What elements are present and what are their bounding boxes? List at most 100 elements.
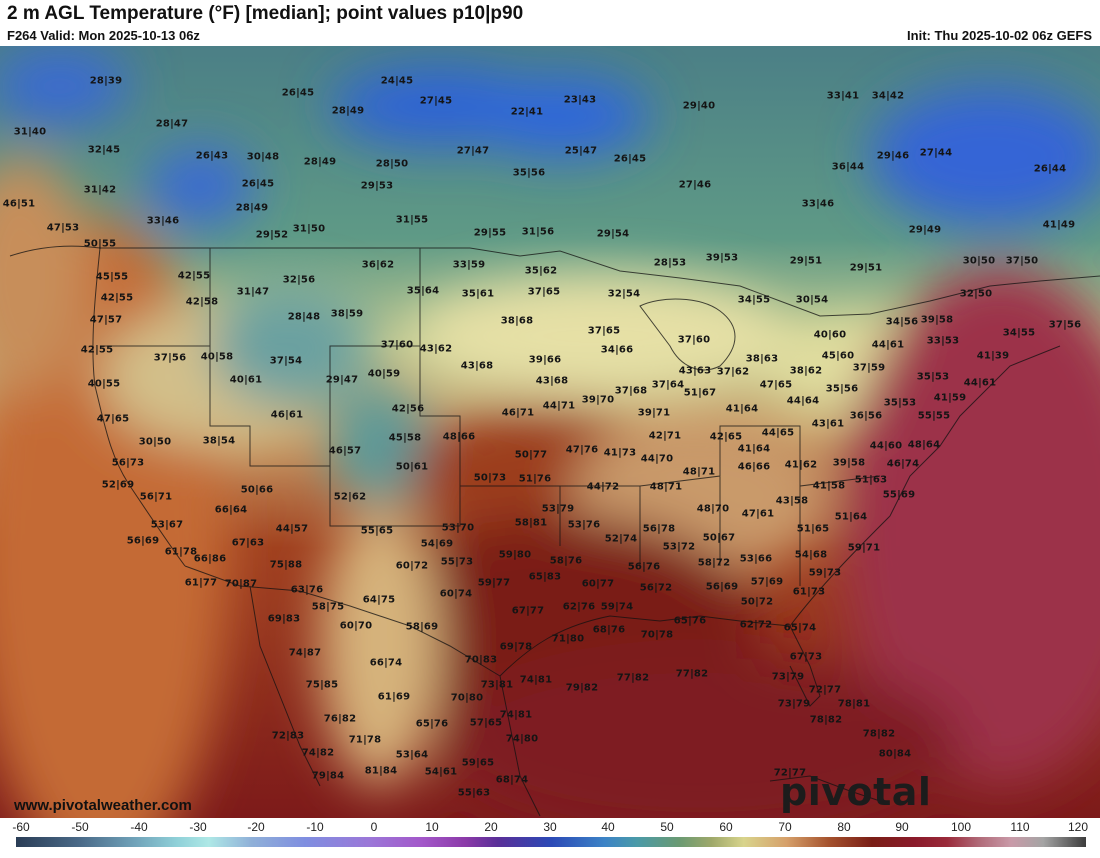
point-value: 45|55 [95,271,129,283]
point-value: 65|76 [673,615,707,627]
point-value: 78|82 [809,714,843,726]
point-value: 30|54 [795,294,829,306]
point-value: 60|70 [339,620,373,632]
colorbar-tick: 0 [370,820,378,834]
point-value: 79|84 [311,770,345,782]
point-value: 66|64 [214,504,248,516]
point-value: 56|72 [639,582,673,594]
point-value: 28|49 [235,202,269,214]
cuba-coast [769,775,881,802]
point-value: 37|65 [587,325,621,337]
colorbar-tick: 100 [950,820,972,834]
point-value: 32|54 [607,288,641,300]
state-lines [100,248,881,586]
point-value: 29|49 [908,224,942,236]
point-value: 46|61 [270,409,304,421]
point-value: 74|87 [288,647,322,659]
colorbar-tick: 80 [837,820,851,834]
point-value: 37|68 [614,385,648,397]
point-value: 58|69 [405,621,439,633]
point-value: 50|66 [240,484,274,496]
point-value: 39|71 [637,407,671,419]
point-value: 33|46 [146,215,180,227]
point-value: 55|63 [457,787,491,799]
colorbar-strip [16,837,1086,847]
alaska-cold [0,46,130,126]
point-value: 35|56 [512,167,546,179]
point-value: 37|56 [1048,319,1082,331]
point-value: 53|66 [739,553,773,565]
point-value: 66|86 [193,553,227,565]
point-value: 32|56 [282,274,316,286]
mexico-east-coast [499,675,541,817]
point-value: 33|41 [826,90,860,102]
point-value: 53|79 [541,503,575,515]
point-value: 50|67 [702,532,736,544]
temperature-map: 28|39 24|45 26|45 27|45 28|49 22|41 23|43 29|40… [0,46,1100,818]
point-value: 70|78 [640,629,674,641]
point-value: 42|65 [709,431,743,443]
point-value: 44|61 [871,339,905,351]
point-value: 56|69 [705,581,739,593]
point-value: 74|81 [519,674,553,686]
point-value: 31|55 [395,214,429,226]
colorbar-ticks: -60 -50 -40 -30 -20 -10 0 10 20 30 40 50… [0,818,1100,834]
point-value: 41|49 [1042,219,1076,231]
point-value: 28|48 [287,311,321,323]
point-value: 37|64 [651,379,685,391]
point-value: 52|74 [604,533,638,545]
pacific-mild [0,156,90,396]
labrador-cold [870,86,1100,226]
point-value: 35|53 [883,397,917,409]
point-value: 35|53 [916,371,950,383]
point-value: 78|82 [862,728,896,740]
point-value: 50|73 [473,472,507,484]
point-value: 54|68 [794,549,828,561]
point-value: 48|71 [649,481,683,493]
point-value: 37|60 [677,334,711,346]
point-value: 30|50 [962,255,996,267]
colorbar-tick: 60 [719,820,733,834]
point-value: 75|85 [305,679,339,691]
point-value: 41|59 [933,392,967,404]
point-value: 28|47 [155,118,189,130]
point-value: 30|48 [246,151,280,163]
point-value: 46|51 [2,198,36,210]
point-value: 36|44 [831,161,865,173]
point-value: 38|59 [330,308,364,320]
colorbar-tick: 70 [778,820,792,834]
point-value: 37|59 [852,362,886,374]
point-value: 37|65 [527,286,561,298]
point-value: 38|54 [202,435,236,447]
point-value: 47|53 [46,222,80,234]
point-value: 39|70 [581,394,615,406]
point-value: 39|58 [832,457,866,469]
point-value: 34|56 [885,316,919,328]
point-value: 72|83 [271,730,305,742]
point-value: 30|50 [138,436,172,448]
east-coast [789,345,1061,627]
point-value: 39|66 [528,354,562,366]
point-value: 40|59 [367,368,401,380]
point-value: 44|65 [761,427,795,439]
mexico-plateau [320,506,440,786]
colorbar-tick: 40 [601,820,615,834]
point-value: 28|39 [89,75,123,87]
point-value: 53|70 [441,522,475,534]
point-value: 74|81 [499,709,533,721]
point-value: 35|56 [825,383,859,395]
point-value: 75|88 [269,559,303,571]
point-value: 44|64 [786,395,820,407]
point-value: 69|83 [267,613,301,625]
point-value: 29|51 [789,255,823,267]
point-value: 44|72 [586,481,620,493]
point-value: 44|61 [963,377,997,389]
colorbar-tick: 50 [660,820,674,834]
point-value: 79|82 [565,682,599,694]
init-time: Init: Thu 2025-10-02 06z GEFS [907,28,1092,43]
gulf-warm [440,656,960,818]
point-value: 57|65 [469,717,503,729]
point-value: 55|69 [882,489,916,501]
point-value: 58|75 [311,601,345,613]
point-value: 61|78 [164,546,198,558]
